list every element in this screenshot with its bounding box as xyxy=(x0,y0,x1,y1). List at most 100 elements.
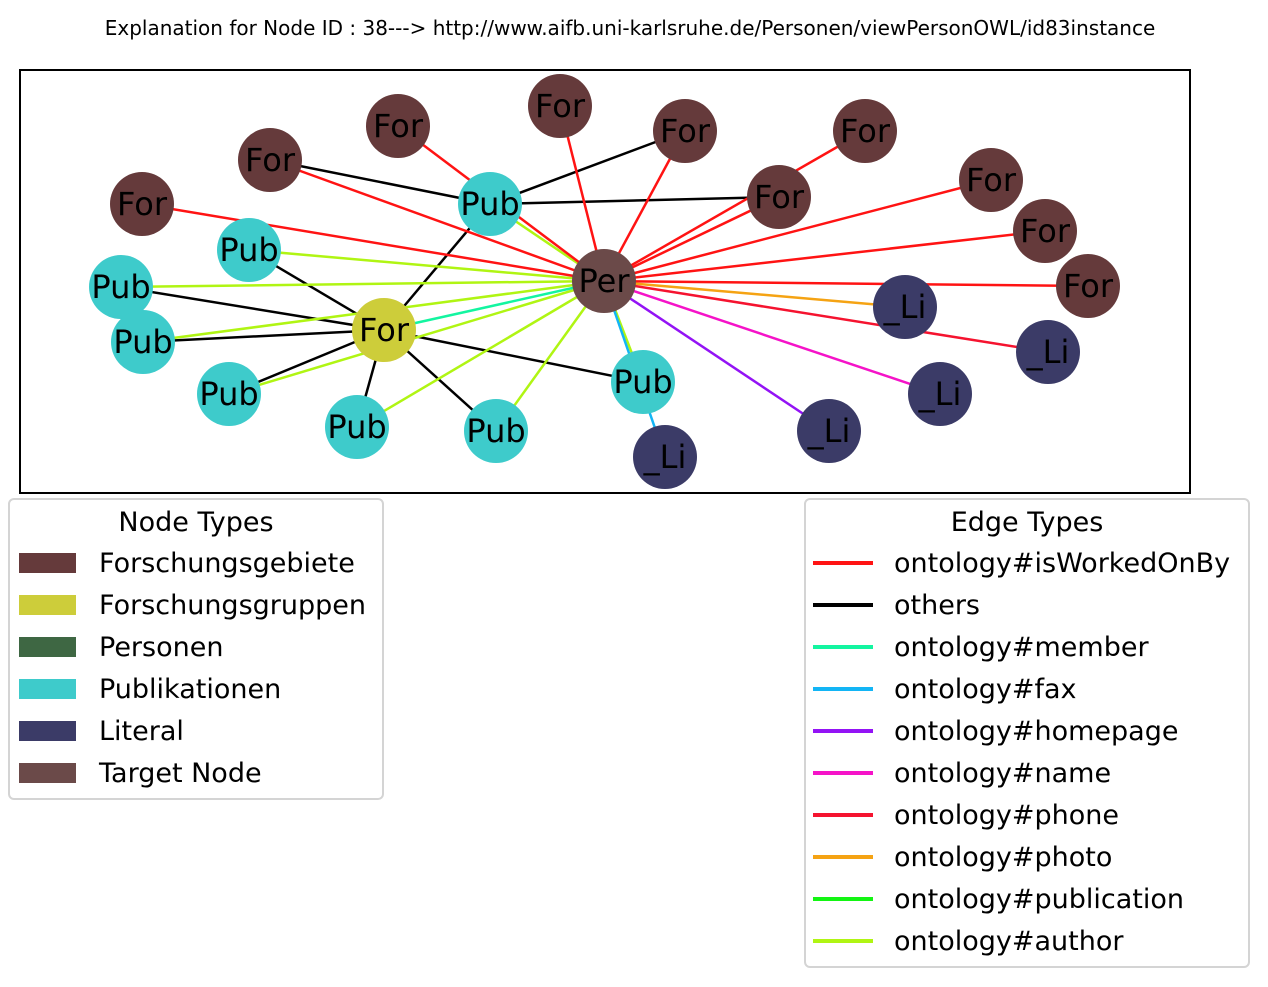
graph-edge xyxy=(603,279,830,433)
plot-frame xyxy=(19,69,1191,494)
graph-node-label: For xyxy=(117,185,168,223)
graph-node-label: Pub xyxy=(613,363,672,401)
node-legend-item: Literal xyxy=(10,710,382,752)
graph-node: For xyxy=(352,298,416,362)
graph-node: Pub xyxy=(217,218,281,282)
graph-edge xyxy=(383,279,605,332)
graph-node-circle xyxy=(959,148,1023,212)
graph-node: For xyxy=(238,128,302,192)
graph-node-circle xyxy=(366,94,430,158)
graph-edge xyxy=(603,129,866,283)
edge-legend-item: ontology#name xyxy=(806,752,1248,794)
graph-edge xyxy=(603,279,941,396)
graph-edge xyxy=(603,279,1049,354)
graph-node-circle xyxy=(111,310,175,374)
edge-legend-item: ontology#author xyxy=(806,920,1248,962)
edge-legend-item: ontology#publication xyxy=(806,878,1248,920)
graph-edge xyxy=(489,129,686,206)
graph-edge xyxy=(142,328,385,344)
node-legend-swatch xyxy=(19,679,76,699)
graph-node: For xyxy=(747,165,811,229)
graph-node-label: For xyxy=(359,311,410,349)
node-legend-label: Forschungsgebiete xyxy=(99,547,355,579)
graph-node: _Li xyxy=(908,362,972,426)
graph-node: _Li xyxy=(633,425,697,489)
edge-legend-label: ontology#isWorkedOnBy xyxy=(894,547,1231,579)
node-legend-swatch xyxy=(19,763,76,783)
graph-node-circle xyxy=(833,99,897,163)
graph-node-label: _Li xyxy=(918,375,962,413)
graph-node-label: For xyxy=(660,112,711,150)
graph-node: Pub xyxy=(89,255,153,319)
graph-node-circle xyxy=(908,362,972,426)
edge-legend-label: ontology#author xyxy=(894,925,1124,957)
node-legend-label: Literal xyxy=(99,715,184,747)
graph-node-label: _Li xyxy=(643,438,687,476)
graph-node-circle xyxy=(89,255,153,319)
graph-node-label: For xyxy=(1063,267,1114,305)
node-types-legend: Node Types Forschungsgebiete Forschungsgr… xyxy=(8,498,384,800)
graph-node-label: Pub xyxy=(327,408,386,446)
graph-node-circle xyxy=(458,172,522,236)
graph-edge xyxy=(603,279,1089,288)
graph-edge xyxy=(120,285,385,332)
graph-node-circle xyxy=(217,218,281,282)
edge-legend-label: ontology#fax xyxy=(894,673,1077,705)
graph-edge xyxy=(269,158,491,206)
graph-node-label: Pub xyxy=(113,323,172,361)
graph-node: Pub xyxy=(325,395,389,459)
edge-legend-swatch xyxy=(813,603,873,607)
graph-node-label: For xyxy=(966,161,1017,199)
graph-node: For xyxy=(528,74,592,138)
node-legend-swatch xyxy=(19,553,76,573)
graph-node: _Li xyxy=(797,399,861,463)
node-legend-item: Publikationen xyxy=(10,668,382,710)
graph-node: For xyxy=(1013,199,1077,263)
graph-node-circle xyxy=(528,74,592,138)
graph-node-label: For xyxy=(373,107,424,145)
graph-edge xyxy=(383,328,644,384)
node-legend-item: Target Node xyxy=(10,752,382,794)
node-legend-item: Personen xyxy=(10,626,382,668)
graph-node-label: For xyxy=(245,141,296,179)
edge-legend-swatch xyxy=(813,645,873,649)
graph-node: For xyxy=(959,148,1023,212)
edge-legend-label: ontology#photo xyxy=(894,841,1113,873)
graph-node-circle xyxy=(197,362,261,426)
edge-legend-swatch xyxy=(813,939,873,943)
graph-edge xyxy=(603,279,906,309)
graph-node-label: Per xyxy=(579,262,631,300)
graph-node-circle xyxy=(611,350,675,414)
graph-node: _Li xyxy=(873,275,937,339)
edge-legend-label: ontology#homepage xyxy=(894,715,1179,747)
graph-node-label: _Li xyxy=(883,288,927,326)
edge-legend-swatch xyxy=(813,813,873,817)
node-legend-swatch xyxy=(19,595,76,615)
graph-node: For xyxy=(366,94,430,158)
graph-node: Per xyxy=(572,249,636,313)
node-legend-swatch xyxy=(19,721,76,741)
edge-legend-swatch xyxy=(813,855,873,859)
edge-legend-label: ontology#publication xyxy=(894,883,1184,915)
graph-edge xyxy=(248,248,605,283)
edge-legend-item: ontology#fax xyxy=(806,668,1248,710)
graph-node-circle xyxy=(797,399,861,463)
node-legend-item: Forschungsgruppen xyxy=(10,584,382,626)
graph-node-circle xyxy=(1056,254,1120,318)
graph-node-label: For xyxy=(754,178,805,216)
graph-node-circle xyxy=(110,172,174,236)
graph-node: For xyxy=(1056,254,1120,318)
edge-legend-swatch xyxy=(813,687,873,691)
node-legend-swatch xyxy=(19,637,76,657)
graph-node: _Li xyxy=(1016,320,1080,384)
graph-node-circle xyxy=(1013,199,1077,263)
graph-node-circle xyxy=(572,249,636,313)
edge-legend-swatch xyxy=(813,729,873,733)
edge-legend-item: ontology#phone xyxy=(806,794,1248,836)
edge-legend-item: ontology#homepage xyxy=(806,710,1248,752)
graph-node-circle xyxy=(873,275,937,339)
graph-node: For xyxy=(653,99,717,163)
graph-edge xyxy=(141,202,605,283)
edge-legend-item: ontology#isWorkedOnBy xyxy=(806,542,1248,584)
